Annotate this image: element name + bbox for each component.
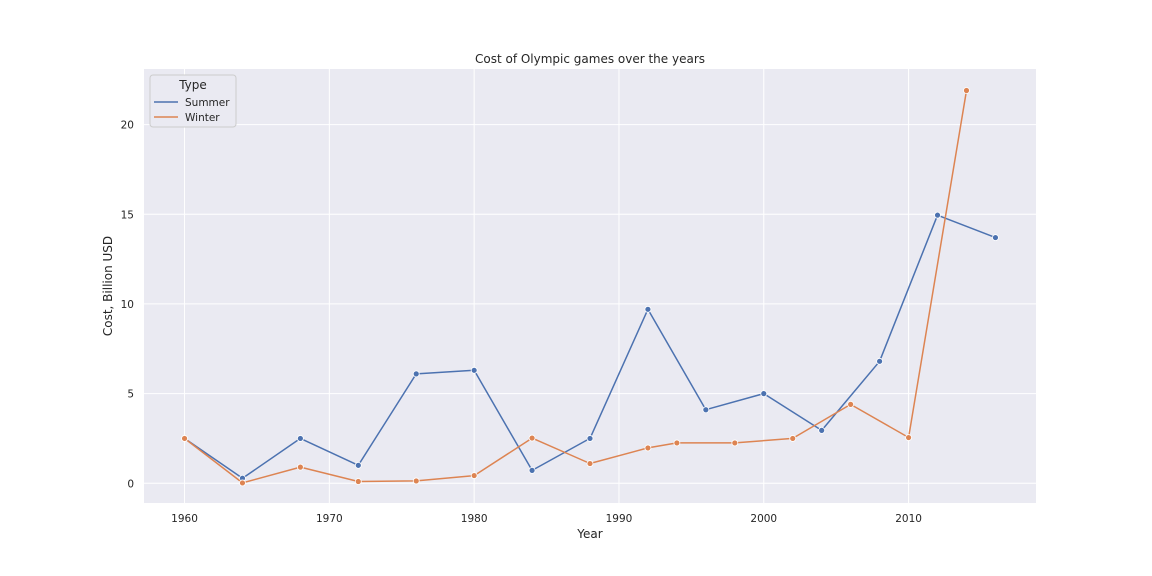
x-tick-label: 2000 (750, 513, 777, 525)
data-point-summer (644, 305, 652, 313)
data-point-summer (470, 366, 478, 374)
x-tick-label: 1970 (316, 513, 343, 525)
data-point-winter (905, 434, 912, 441)
data-point-winter (673, 439, 681, 447)
data-point-winter (470, 472, 478, 479)
data-point-summer (760, 390, 768, 398)
x-tick-label: 1980 (461, 513, 488, 525)
data-point-winter (181, 435, 188, 442)
grid-lines (144, 69, 1036, 503)
legend: Type Summer Winter (149, 74, 237, 128)
x-tick-label: 2010 (895, 513, 922, 525)
data-point-winter (847, 400, 855, 408)
y-tick-label: 20 (121, 120, 134, 132)
y-tick-label: 10 (121, 299, 134, 311)
data-point-winter (296, 463, 304, 471)
data-point-summer (354, 461, 362, 469)
chart-title: Cost of Olympic games over the years (475, 52, 705, 66)
data-point-summer (412, 370, 420, 378)
data-point-winter (586, 460, 594, 467)
data-point-summer (702, 406, 710, 414)
x-axis-label: Year (576, 527, 602, 541)
y-axis-label: Cost, Billion USD (101, 236, 115, 336)
data-point-summer (586, 435, 594, 442)
legend-title: Type (178, 78, 207, 92)
data-point-summer (992, 234, 999, 241)
tick-labels: 1960 1970 1980 1990 2000 2010 0 5 10 15 20 (121, 120, 922, 525)
data-point-winter (354, 478, 362, 485)
data-point-winter (789, 435, 797, 442)
data-point-winter (963, 87, 970, 94)
legend-label-summer: Summer (185, 97, 230, 109)
data-point-summer (528, 466, 536, 474)
y-tick-label: 5 (127, 389, 134, 401)
data-point-summer (876, 357, 884, 365)
data-point-winter (644, 444, 652, 452)
data-point-winter (528, 434, 536, 442)
data-point-winter (731, 439, 739, 447)
x-tick-label: 1960 (171, 513, 198, 525)
data-point-winter (412, 477, 420, 485)
plot-background (144, 69, 1036, 503)
legend-box (149, 74, 237, 128)
data-point-summer (934, 211, 941, 219)
x-tick-label: 1990 (606, 513, 633, 525)
series-layer (181, 87, 999, 487)
y-tick-label: 0 (127, 478, 134, 490)
data-point-summer (296, 435, 304, 442)
legend-label-winter: Winter (185, 112, 220, 124)
data-point-summer (818, 426, 826, 434)
data-point-winter (239, 479, 246, 487)
y-tick-label: 15 (121, 209, 134, 221)
